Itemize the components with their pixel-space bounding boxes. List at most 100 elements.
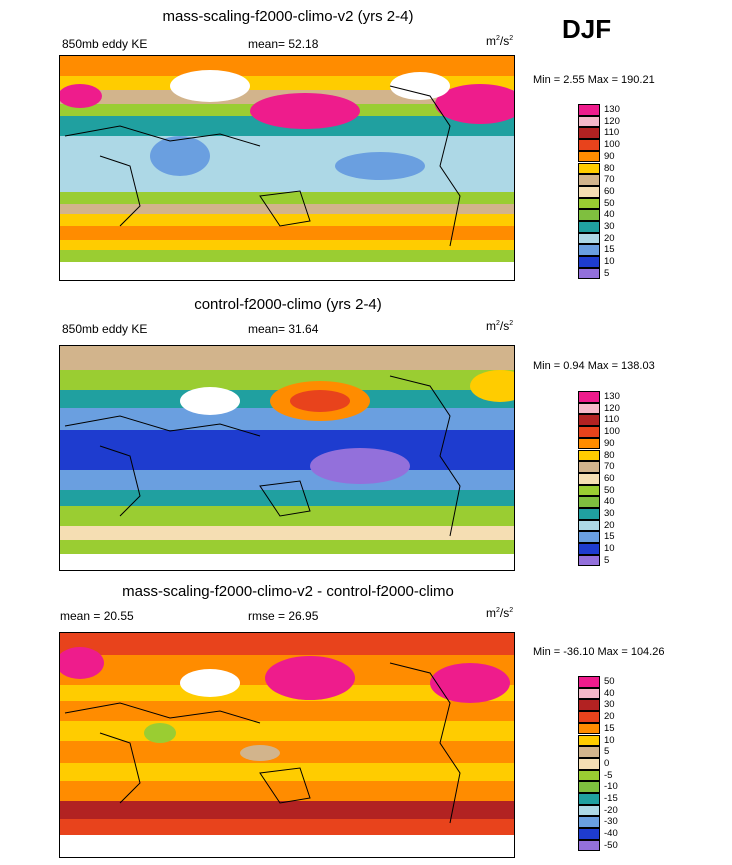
colorbar-label: 90 [604,150,615,162]
colorbar-label: 100 [604,426,620,438]
colorbar-swatch [578,554,600,567]
colorbar-swatch [578,209,600,221]
colorbar-swatch [578,699,600,712]
colorbar-label: 120 [604,115,620,127]
colorbar-swatch [578,221,600,233]
colorbar: 50 40 30 20 15 10 5 0 -5 -10 -15 -20 -30 -40 -50 [578,676,618,852]
colorbar-swatch [578,244,600,257]
panel-center-label: mean= 31.64 [248,322,319,336]
colorbar-label: 80 [604,449,615,461]
colorbar-label: 110 [604,127,620,139]
colorbar-label: 30 [604,221,615,232]
colorbar-swatch [578,449,600,462]
panel-left-label: 850mb eddy KE [62,37,148,51]
colorbar-label: 5 [604,554,610,566]
colorbar-swatch [578,162,600,175]
season-label: DJF [562,14,612,44]
colorbar-swatch [578,461,600,473]
colorbar-label: 120 [604,402,620,414]
panel-title: mass-scaling-f2000-climo-v2 - control-f2… [122,583,454,600]
colorbar-swatch [578,816,600,829]
colorbar-label: 30 [604,699,615,711]
colorbar-swatch [578,414,600,427]
minmax-label: Min = 0.94 Max = 138.03 [533,360,655,372]
minmax-label: Min = -36.10 Max = 104.26 [533,646,665,658]
colorbar-label: 60 [604,472,615,484]
colorbar-label: 130 [604,104,620,115]
colorbar-swatch [578,769,600,782]
panel-center-label: mean= 52.18 [248,37,319,51]
colorbar-swatch [578,519,600,532]
colorbar-swatch [578,391,600,403]
colorbar-label: 10 [604,734,615,746]
colorbar-label: -20 [604,804,618,816]
colorbar-label: 15 [604,722,615,734]
colorbar-label: 5 [604,746,610,758]
colorbar-label: -10 [604,781,618,793]
panel-title: mass-scaling-f2000-climo-v2 (yrs 2-4) [162,8,414,25]
colorbar-label: 20 [604,519,615,531]
colorbar: 130 120 110 100 90 80 70 60 50 40 30 20 15 10 5 [578,391,620,567]
panel-title: control-f2000-climo (yrs 2-4) [194,296,382,313]
map-field [58,56,525,280]
colorbar-label: -40 [604,828,618,840]
colorbar-label: 90 [604,437,615,449]
colorbar-label: 15 [604,531,615,543]
colorbar-label: 80 [604,162,615,174]
minmax-label: Min = 2.55 Max = 190.21 [533,74,655,86]
colorbar-swatch [578,484,600,497]
colorbar-swatch [578,197,600,210]
colorbar-label: 0 [604,757,610,769]
colorbar-swatch [578,127,600,140]
colorbar-label: -30 [604,816,618,828]
map-plot [59,345,530,571]
units-label: m2/s2 [486,606,514,620]
colorbar-swatch [578,267,600,280]
colorbar-swatch [578,734,600,747]
colorbar-label: 70 [604,174,615,186]
panel-center-label: rmse = 26.95 [248,609,319,623]
colorbar-swatch [578,232,600,245]
colorbar-swatch [578,839,600,852]
colorbar-swatch [578,150,600,163]
colorbar-swatch [578,437,600,450]
colorbar-swatch [578,104,600,116]
colorbar-swatch [578,804,600,817]
colorbar-label: 5 [604,267,610,279]
colorbar-swatch [578,793,600,805]
colorbar-label: 50 [604,197,615,209]
colorbar-label: 10 [604,543,615,555]
colorbar-swatch [578,115,600,128]
colorbar-label: 70 [604,461,615,473]
colorbar: 130 120 110 100 90 80 70 60 50 40 30 20 15 10 5 [578,104,620,280]
units-label: m2/s2 [486,319,514,333]
colorbar-swatch [578,426,600,438]
colorbar-swatch [578,139,600,151]
colorbar-swatch [578,185,600,198]
colorbar-label: 50 [604,676,615,687]
colorbar-swatch [578,402,600,415]
colorbar-swatch [578,174,600,186]
colorbar-swatch [578,472,600,485]
colorbar-swatch [578,722,600,735]
colorbar-label: 20 [604,232,615,244]
map-field [60,346,530,570]
colorbar-label: 30 [604,508,615,519]
map-plot [58,55,525,281]
colorbar-swatch [578,781,600,793]
colorbar-label: 40 [604,496,615,508]
colorbar-swatch [578,543,600,555]
colorbar-label: 40 [604,209,615,221]
colorbar-label: 40 [604,687,615,699]
colorbar-swatch [578,676,600,688]
colorbar-label: 110 [604,414,620,426]
panel-left-label: mean = 20.55 [60,609,134,623]
colorbar-label: -15 [604,793,618,804]
colorbar-swatch [578,746,600,758]
units-label: m2/s2 [486,34,514,48]
colorbar-label: 50 [604,484,615,496]
colorbar-swatch [578,508,600,520]
colorbar-label: 20 [604,711,615,723]
colorbar-swatch [578,757,600,770]
colorbar-swatch [578,531,600,544]
